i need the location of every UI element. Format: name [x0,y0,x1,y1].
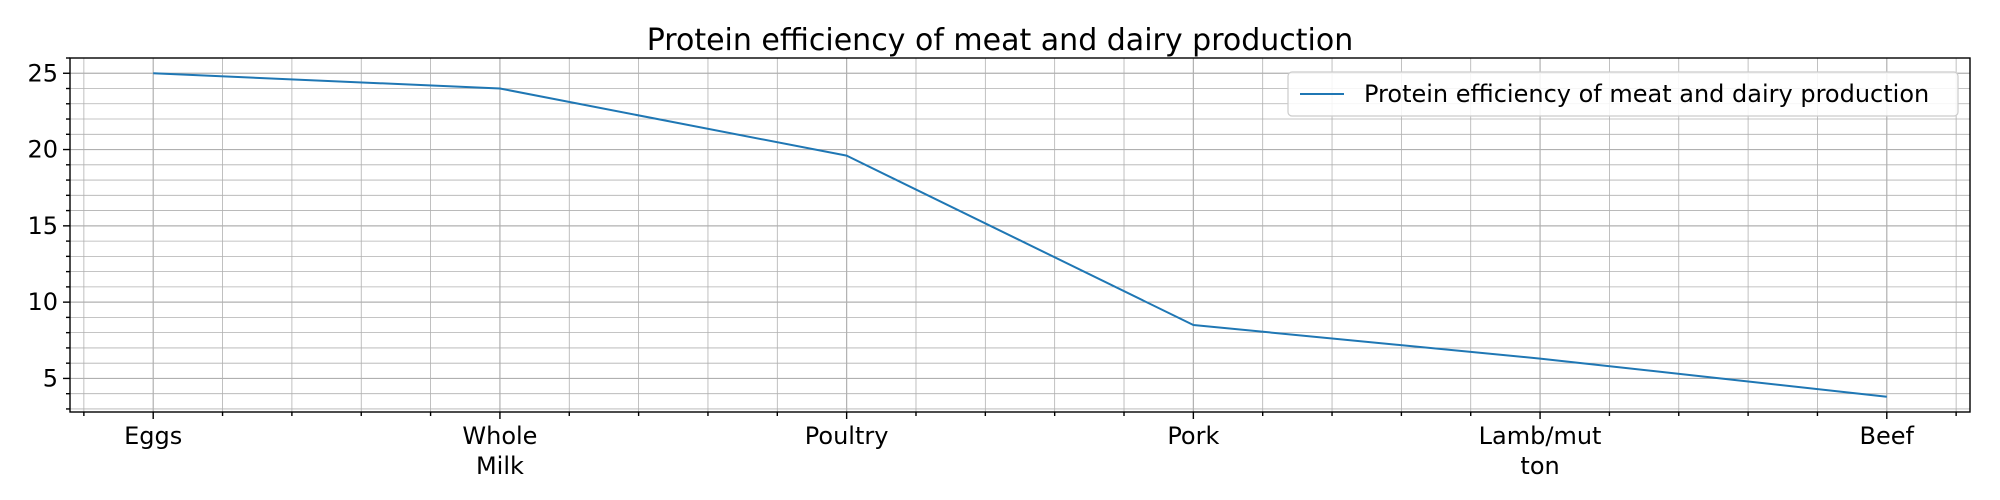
series-line [153,72,1887,398]
x-tick-label: Lamb/mut ton [1479,422,1602,480]
x-tick-label: Pork [1167,422,1219,450]
y-tick-label: 5 [43,364,58,392]
chart-title: Protein efficiency of meat and dairy pro… [647,23,1354,58]
x-tick-label: Poultry [805,422,889,450]
y-tick-label: 15 [27,212,58,240]
plot-frame [69,57,1971,413]
legend-box [1287,71,1959,117]
x-tick-label: Beef [1860,422,1915,450]
y-tick-label: 25 [27,59,58,87]
x-tick-label: Whole Milk [462,422,537,480]
grid [70,57,1970,412]
legend-label: Protein efficiency of meat and dairy pro… [1364,80,1929,108]
y-tick-label: 10 [27,288,58,316]
x-tick-label: Eggs [124,422,182,450]
series-layer [153,72,1887,398]
legend: Protein efficiency of meat and dairy pro… [1287,71,1959,117]
axis-ticks: 5 10 15 20 25 Eggs Whole Milk Poultry Pork Lamb/mu… [27,57,1957,480]
y-tick-label: 20 [27,136,58,164]
